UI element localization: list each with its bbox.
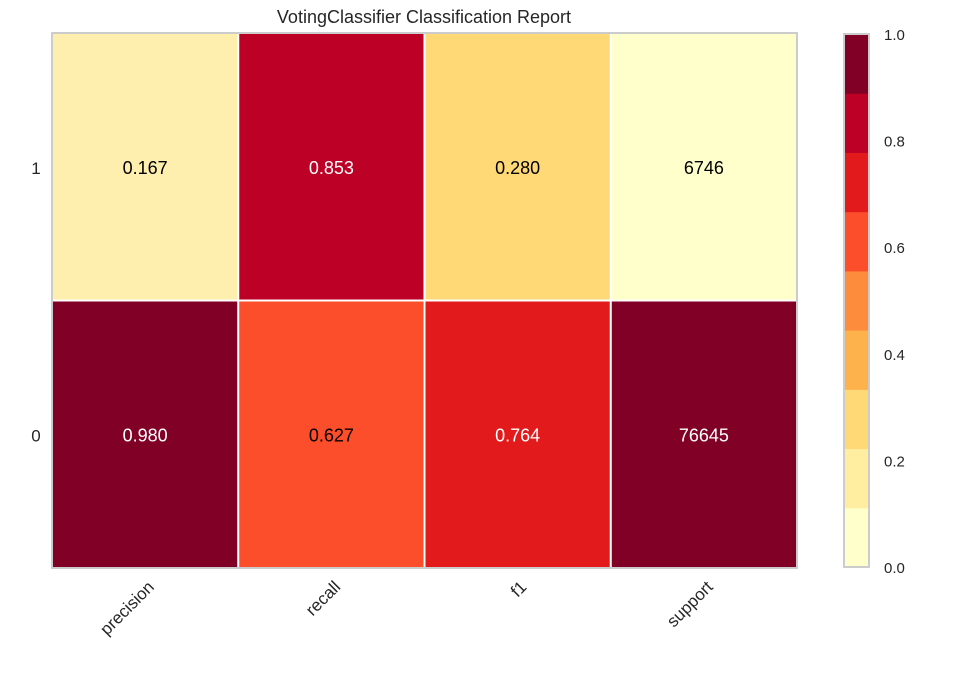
- heatmap-cell-1-recall: [239, 34, 424, 300]
- colorbar-tick-label: 0.4: [884, 347, 905, 364]
- cell-value-label-1-precision: 0.167: [123, 158, 168, 178]
- cell-value-label-0-recall: 0.627: [309, 425, 354, 445]
- colorbar-segment: [844, 507, 869, 568]
- x-tick-label: support: [663, 577, 717, 631]
- x-tick-label: f1: [507, 577, 530, 600]
- colorbar-tick-label: 0.8: [884, 134, 905, 151]
- colorbar-segment: [844, 389, 869, 450]
- colorbar-segment: [844, 93, 869, 153]
- colorbar-tick-label: 0.0: [884, 560, 905, 577]
- heatmap-cell-0-support: [611, 301, 796, 567]
- x-tick-labels: precision recall f1 support: [96, 577, 716, 639]
- y-tick-label: 1: [31, 159, 40, 178]
- y-tick-label: 0: [31, 426, 40, 445]
- cell-value-label-1-support: 6746: [684, 158, 724, 178]
- heatmap-cell-0-f1: [425, 301, 610, 567]
- colorbar-frame: [843, 33, 870, 568]
- cell-value-label-0-f1: 0.764: [495, 425, 540, 445]
- heatmap-cells: 0.167 0.853 0.280 6746 0.980 0.627 0.764 76645: [51, 32, 798, 569]
- heatmap-cell-1-precision: [53, 34, 238, 300]
- heatmap-cell-1-support: [611, 34, 796, 300]
- heatmap-cell-0-precision: [53, 301, 238, 567]
- cell-value-label-1-recall: 0.853: [309, 158, 354, 178]
- colorbar-segment: [844, 448, 869, 509]
- heatmap-cell-1-f1: [425, 34, 610, 300]
- cell-value-label-1-f1: 0.280: [495, 158, 540, 178]
- heatmap-cell-0-recall: [239, 301, 424, 567]
- x-tick-label: precision: [96, 577, 158, 639]
- colorbar-segment: [844, 152, 869, 213]
- colorbar-tick-label: 1.0: [884, 27, 905, 44]
- chart-title: VotingClassifier Classification Report: [277, 7, 571, 27]
- x-tick-label: recall: [302, 577, 344, 619]
- colorbar: 0.0 0.2 0.4 0.6 0.8 1.0: [843, 27, 905, 577]
- cell-value-label-0-precision: 0.980: [123, 425, 168, 445]
- y-tick-labels: 10: [31, 159, 40, 446]
- colorbar-tick-label: 0.6: [884, 240, 905, 257]
- colorbar-segment: [844, 330, 869, 390]
- colorbar-segment: [844, 270, 869, 331]
- colorbar-segment: [844, 34, 869, 94]
- cell-value-label-0-support: 76645: [679, 425, 729, 445]
- colorbar-segment: [844, 211, 869, 272]
- colorbar-tick-label: 0.2: [884, 453, 905, 470]
